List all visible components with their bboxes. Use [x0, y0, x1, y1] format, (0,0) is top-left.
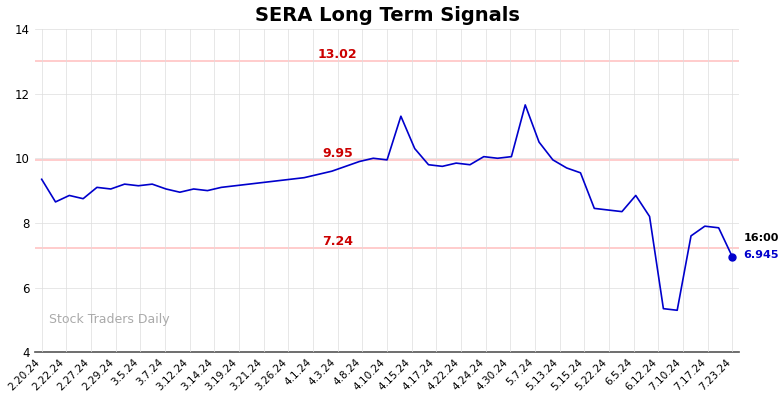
- Text: 13.02: 13.02: [318, 48, 358, 60]
- Text: 7.24: 7.24: [322, 234, 354, 248]
- Title: SERA Long Term Signals: SERA Long Term Signals: [255, 6, 520, 25]
- Text: 16:00: 16:00: [743, 233, 779, 243]
- Text: 9.95: 9.95: [322, 147, 353, 160]
- Text: 6.945: 6.945: [743, 250, 779, 260]
- Text: Stock Traders Daily: Stock Traders Daily: [49, 314, 169, 326]
